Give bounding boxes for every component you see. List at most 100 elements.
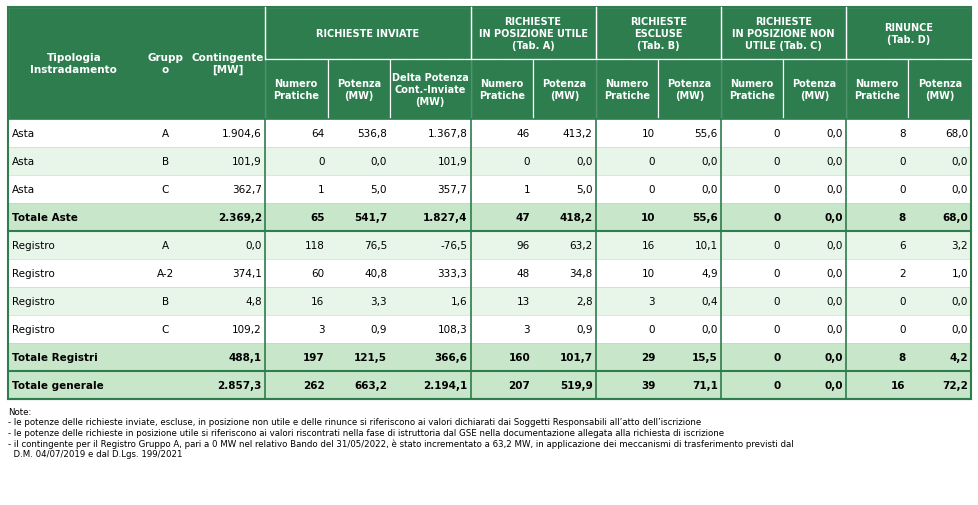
Text: 0,0: 0,0 — [576, 157, 592, 167]
Text: Note:
- le potenze delle richieste inviate, escluse, in posizione non utile e de: Note: - le potenze delle richieste invia… — [8, 407, 793, 459]
Text: 3,3: 3,3 — [370, 296, 386, 307]
Text: 10: 10 — [642, 129, 654, 139]
Text: 1,0: 1,0 — [951, 269, 967, 278]
Text: 0: 0 — [773, 380, 779, 390]
Bar — [782, 60, 845, 120]
Text: 0: 0 — [773, 324, 779, 334]
Text: 0,0: 0,0 — [823, 213, 842, 223]
Bar — [720, 60, 782, 120]
Text: 0: 0 — [318, 157, 324, 167]
Text: Numero
Pratiche: Numero Pratiche — [853, 79, 899, 100]
Text: A-2: A-2 — [156, 269, 174, 278]
Text: 109,2: 109,2 — [232, 324, 262, 334]
Text: 0,0: 0,0 — [951, 296, 967, 307]
Bar — [328, 60, 389, 120]
Text: 2.369,2: 2.369,2 — [217, 213, 262, 223]
Bar — [8, 287, 970, 316]
Text: 663,2: 663,2 — [354, 380, 386, 390]
Text: 0,0: 0,0 — [700, 157, 717, 167]
Bar — [595, 8, 720, 60]
Text: 0: 0 — [898, 324, 905, 334]
Text: 0,0: 0,0 — [825, 240, 842, 250]
Text: 55,6: 55,6 — [693, 129, 717, 139]
Text: 0: 0 — [773, 129, 779, 139]
Text: 0: 0 — [773, 352, 779, 362]
Text: 1.827,4: 1.827,4 — [422, 213, 467, 223]
Text: 121,5: 121,5 — [354, 352, 386, 362]
Text: 68,0: 68,0 — [944, 129, 967, 139]
Bar — [8, 343, 970, 371]
Text: 29: 29 — [641, 352, 654, 362]
Text: Asta: Asta — [12, 185, 35, 194]
Text: 101,9: 101,9 — [232, 157, 262, 167]
Text: 0,0: 0,0 — [825, 185, 842, 194]
Text: 96: 96 — [516, 240, 529, 250]
Text: Numero
Pratiche: Numero Pratiche — [273, 79, 319, 100]
Text: 34,8: 34,8 — [569, 269, 592, 278]
Text: 541,7: 541,7 — [353, 213, 386, 223]
Text: 13: 13 — [516, 296, 529, 307]
Text: 8: 8 — [897, 352, 905, 362]
Text: 3: 3 — [647, 296, 654, 307]
Text: Totale Aste: Totale Aste — [12, 213, 78, 223]
Bar — [265, 60, 328, 120]
Text: 0,0: 0,0 — [825, 324, 842, 334]
Text: 0,0: 0,0 — [951, 157, 967, 167]
Text: C: C — [161, 324, 169, 334]
Text: 72,2: 72,2 — [941, 380, 967, 390]
Text: 536,8: 536,8 — [357, 129, 386, 139]
Text: 2: 2 — [898, 269, 905, 278]
Bar — [595, 60, 657, 120]
Text: 8: 8 — [897, 213, 905, 223]
Text: 0: 0 — [648, 157, 654, 167]
Text: 418,2: 418,2 — [559, 213, 592, 223]
Text: 2,8: 2,8 — [575, 296, 592, 307]
Text: 0,4: 0,4 — [700, 296, 717, 307]
Text: 0: 0 — [523, 157, 529, 167]
Bar — [470, 8, 595, 60]
Text: Totale Registri: Totale Registri — [12, 352, 98, 362]
Text: 63,2: 63,2 — [569, 240, 592, 250]
Text: 0,0: 0,0 — [823, 352, 842, 362]
Text: 5,0: 5,0 — [371, 185, 386, 194]
Text: 118: 118 — [304, 240, 324, 250]
Bar — [8, 120, 970, 147]
Text: 6: 6 — [898, 240, 905, 250]
Text: Totale generale: Totale generale — [12, 380, 104, 390]
Text: 0: 0 — [648, 324, 654, 334]
Text: 3: 3 — [523, 324, 529, 334]
Bar — [8, 371, 970, 399]
Text: 374,1: 374,1 — [232, 269, 262, 278]
Text: 0: 0 — [773, 269, 779, 278]
Text: 488,1: 488,1 — [229, 352, 262, 362]
Text: Potenza
(MW): Potenza (MW) — [542, 79, 586, 100]
Text: 0,0: 0,0 — [823, 380, 842, 390]
Text: 1: 1 — [318, 185, 324, 194]
Text: 1.904,6: 1.904,6 — [222, 129, 262, 139]
Text: 0: 0 — [898, 185, 905, 194]
Text: Registro: Registro — [12, 269, 55, 278]
Text: 4,9: 4,9 — [700, 269, 717, 278]
Text: 2.857,3: 2.857,3 — [217, 380, 262, 390]
Bar — [8, 8, 970, 399]
Text: 15,5: 15,5 — [691, 352, 717, 362]
Text: 47: 47 — [514, 213, 529, 223]
Text: 160: 160 — [508, 352, 529, 362]
Bar — [657, 60, 720, 120]
Bar — [8, 231, 970, 260]
Text: 76,5: 76,5 — [364, 240, 386, 250]
Bar — [470, 60, 533, 120]
Text: -76,5: -76,5 — [440, 240, 467, 250]
Text: 262: 262 — [302, 380, 324, 390]
Text: 65: 65 — [310, 213, 324, 223]
Text: RICHIESTE
IN POSIZIONE NON
UTILE (Tab. C): RICHIESTE IN POSIZIONE NON UTILE (Tab. C… — [732, 17, 833, 50]
Text: 0: 0 — [773, 213, 779, 223]
Text: 101,7: 101,7 — [559, 352, 592, 362]
Text: 0,0: 0,0 — [951, 324, 967, 334]
Text: 101,9: 101,9 — [437, 157, 467, 167]
Text: 413,2: 413,2 — [562, 129, 592, 139]
Text: 1: 1 — [523, 185, 529, 194]
Text: Contingente
[MW]: Contingente [MW] — [192, 53, 264, 75]
Text: 0: 0 — [773, 185, 779, 194]
Text: A: A — [161, 129, 169, 139]
